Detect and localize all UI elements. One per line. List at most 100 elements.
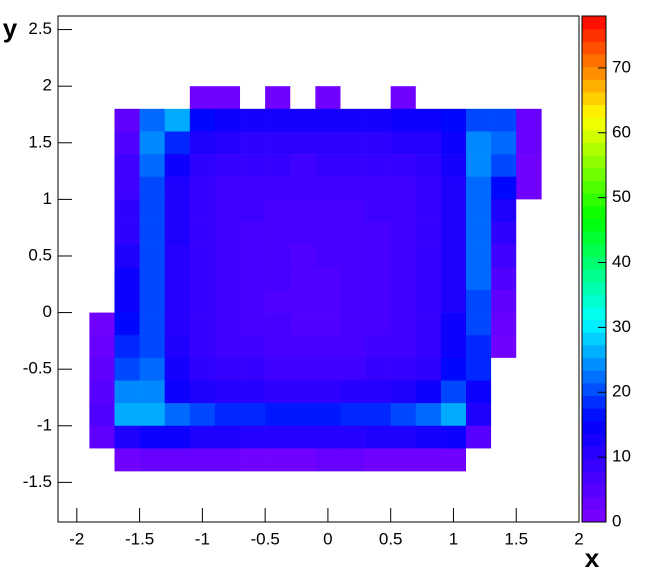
cell — [189, 312, 216, 336]
cell — [189, 199, 216, 223]
cell — [516, 448, 542, 472]
cell — [440, 448, 467, 472]
cell — [340, 448, 366, 472]
cell — [265, 267, 291, 291]
cell — [340, 108, 366, 132]
cell — [466, 335, 492, 359]
cell — [491, 86, 517, 110]
cell — [265, 289, 291, 313]
cell — [415, 244, 442, 268]
colorbar-band — [582, 129, 606, 143]
cell — [415, 131, 442, 155]
cell — [315, 289, 341, 313]
cell — [440, 199, 467, 223]
cell — [139, 176, 166, 200]
cell — [164, 244, 191, 268]
cell — [164, 86, 191, 110]
cell — [390, 312, 417, 336]
cell — [240, 108, 266, 132]
colorbar-band — [582, 53, 606, 68]
cell — [516, 199, 542, 223]
cell — [189, 131, 216, 155]
cell — [491, 357, 517, 381]
cell — [214, 154, 241, 178]
colorbar-band — [582, 382, 606, 396]
cell — [415, 448, 442, 472]
cell — [340, 289, 366, 313]
cell — [89, 131, 115, 155]
x-tick-label: -1.5 — [125, 529, 154, 548]
cell — [340, 403, 366, 427]
colorbar-band — [582, 117, 606, 131]
colorbar-band — [582, 142, 606, 156]
cell — [415, 425, 442, 449]
cell — [365, 244, 391, 268]
cell — [466, 131, 492, 155]
cell — [365, 289, 391, 313]
cell — [89, 448, 115, 472]
cell — [290, 131, 316, 155]
cell — [516, 131, 542, 155]
cell — [516, 176, 542, 200]
cell — [340, 335, 366, 359]
cell — [466, 312, 492, 336]
cell — [365, 425, 391, 449]
cell — [139, 199, 166, 223]
cell — [164, 131, 191, 155]
cell — [240, 244, 266, 268]
y-tick-label: -1.5 — [23, 472, 52, 491]
cell — [390, 335, 417, 359]
cell — [164, 176, 191, 200]
cell — [365, 131, 391, 155]
cell — [365, 222, 391, 245]
cell — [164, 448, 191, 472]
cell — [240, 425, 266, 449]
cell — [491, 448, 517, 472]
cell — [440, 357, 467, 381]
cell — [315, 222, 341, 245]
cell — [114, 403, 140, 427]
colorbar-band — [582, 193, 606, 207]
colorbar-band — [582, 395, 606, 409]
cell — [164, 312, 191, 336]
cell — [440, 335, 467, 359]
cell — [189, 335, 216, 359]
cell — [265, 222, 291, 245]
cell — [265, 335, 291, 359]
cell — [265, 244, 291, 268]
cell — [440, 86, 467, 110]
x-tick-label: -1 — [195, 529, 210, 548]
cell — [114, 222, 140, 245]
cell — [491, 312, 517, 336]
cell — [415, 357, 442, 381]
cell — [240, 289, 266, 313]
cell — [240, 335, 266, 359]
cell — [265, 86, 291, 110]
cell — [315, 335, 341, 359]
cell — [265, 176, 291, 200]
y-tick-label: 2 — [43, 76, 52, 95]
cell — [240, 176, 266, 200]
cell — [189, 176, 216, 200]
cell — [290, 425, 316, 449]
cell — [415, 289, 442, 313]
cell — [214, 267, 241, 291]
cell — [516, 86, 542, 110]
cell — [340, 380, 366, 404]
cell — [516, 154, 542, 178]
cell — [466, 289, 492, 313]
cell — [214, 86, 241, 110]
colorbar-band — [582, 433, 606, 447]
frame — [57, 15, 580, 523]
cell — [89, 335, 115, 359]
cell — [290, 335, 316, 359]
cell — [139, 244, 166, 268]
cell — [415, 154, 442, 178]
cell — [491, 131, 517, 155]
cell — [390, 380, 417, 404]
cell — [315, 380, 341, 404]
cell — [139, 108, 166, 132]
cell — [315, 403, 341, 427]
colorbar-band — [582, 155, 606, 169]
cell — [315, 86, 341, 110]
